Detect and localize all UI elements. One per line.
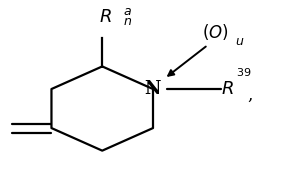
Text: ,: , — [248, 87, 253, 104]
Text: $39$: $39$ — [236, 66, 252, 78]
Text: $a$: $a$ — [123, 5, 132, 18]
Text: $n$: $n$ — [123, 15, 132, 29]
Text: $(O)$: $(O)$ — [202, 22, 228, 42]
Text: $R$: $R$ — [221, 80, 233, 98]
Text: $R$: $R$ — [99, 8, 111, 26]
Text: $u$: $u$ — [235, 35, 245, 48]
Text: N: N — [145, 80, 161, 98]
